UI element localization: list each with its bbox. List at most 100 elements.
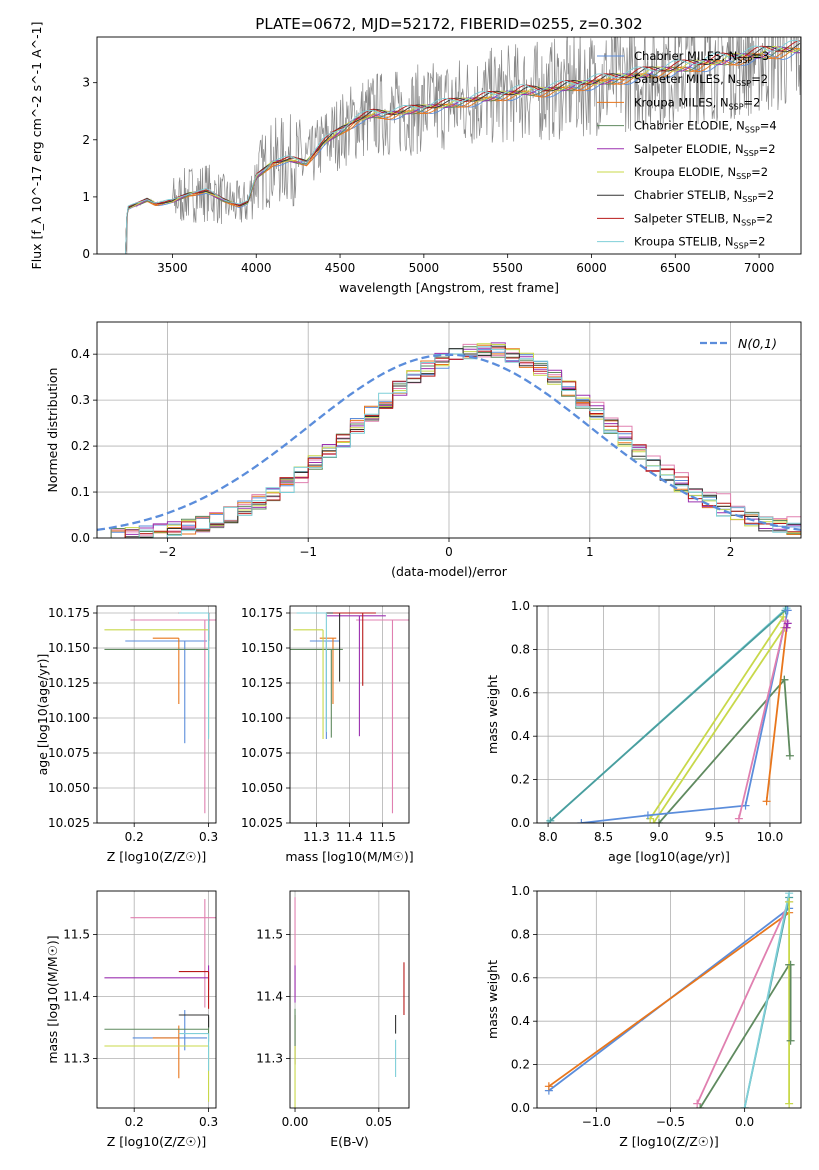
axes-frame	[536, 890, 802, 1109]
x-axis-label: mass [log10(M/M☉)]	[285, 849, 413, 864]
x-axis-label: wavelength [Angstrom, rest frame]	[339, 280, 559, 295]
y-tick-label: 10.100	[241, 711, 283, 725]
x-tick-label: 5500	[492, 261, 523, 275]
x-tick-label: 11.5	[369, 830, 396, 844]
x-tick-label: 1	[586, 545, 594, 559]
age_vs_mass-markers	[290, 612, 409, 814]
x-tick-label: 11.4	[336, 830, 363, 844]
y-tick-label: 0.6	[511, 971, 530, 985]
mass-weight-line-green	[783, 679, 791, 756]
legend-subscript: SSP	[744, 149, 759, 158]
axes-frame	[96, 605, 217, 824]
y-tick-label: 11.4	[63, 989, 90, 1003]
y-tick-label: 0.6	[511, 686, 530, 700]
plus-marker	[693, 1099, 702, 1108]
legend-label-rest: =2	[759, 142, 776, 156]
axes-frame	[289, 605, 410, 824]
y-tick-label: 10.125	[48, 676, 90, 690]
spectrum-lines	[125, 37, 801, 254]
legend-subscript: SSP	[734, 242, 749, 251]
x-tick-label: 8.5	[594, 830, 613, 844]
model-line-0	[125, 49, 801, 254]
y-tick-label: 10.150	[48, 641, 90, 655]
legend-label: Kroupa STELIB, NSSP=2	[634, 235, 765, 251]
y-tick-label: 10.175	[241, 606, 283, 620]
mw_vs_age-panel: 8.0 8.5 9.0 9.5 10.0 0.0 0.2 0.4 0.6 0.8 1.0 age [l…	[485, 599, 802, 864]
plus-marker	[544, 1082, 553, 1091]
axes-frame	[289, 890, 410, 1109]
y-tick-label: 0.3	[71, 393, 90, 407]
axes-frame	[96, 890, 217, 1109]
x-tick-label: 4000	[241, 261, 272, 275]
legend-subscript: SSP	[729, 102, 744, 111]
legend-label: Chabrier STELIB, NSSP=2	[634, 188, 774, 204]
x-tick-label: 5000	[409, 261, 440, 275]
x-tick-label: −1.0	[582, 1115, 611, 1129]
mass-weight-line-green	[699, 964, 790, 1108]
y-tick-label: 10.125	[241, 676, 283, 690]
x-tick-label: 0.05	[365, 1115, 392, 1129]
axes-frame	[96, 36, 802, 255]
plus-marker	[734, 814, 743, 823]
x-axis-label: Z [log10(Z/Z☉)]	[619, 1134, 719, 1149]
plus-marker	[785, 897, 794, 906]
y-tick-label: 0.0	[511, 1101, 530, 1115]
x-axis-label: Z [log10(Z/Z☉)]	[107, 849, 207, 864]
plus-marker	[785, 891, 794, 898]
plus-marker	[643, 811, 652, 820]
legend-label-rest: =2	[751, 72, 768, 86]
plus-marker	[546, 816, 555, 823]
y-tick-label: 0.8	[511, 927, 530, 941]
legend-subscript: SSP	[742, 195, 757, 204]
figure-title: PLATE=0672, MJD=52172, FIBERID=0255, z=0…	[255, 15, 642, 33]
mass_vs_ebv-markers	[294, 897, 405, 1108]
plus-marker	[696, 1104, 705, 1108]
legend-label-rest: =2	[756, 211, 773, 225]
histogram-step-red	[124, 347, 801, 538]
y-axis-label: mass [log10(M/M☉)]	[45, 935, 60, 1063]
mass-weight-line-yellowgreen	[649, 616, 785, 820]
plus-marker	[786, 1036, 795, 1045]
y-axis-label: mass weight	[485, 960, 500, 1039]
x-tick-label: −0.5	[656, 1115, 685, 1129]
y-tick-label: 0.8	[511, 642, 530, 656]
x-tick-label: 0.3	[199, 830, 218, 844]
plus-marker	[783, 619, 792, 628]
legend-subscript: SSP	[745, 126, 760, 135]
mw_vs_age-lines	[544, 606, 794, 823]
x-axis-label: (data-model)/error	[391, 564, 508, 579]
y-tick-label: 0.0	[71, 531, 90, 545]
y-tick-label: 10.025	[241, 816, 283, 830]
gaussian-curve	[96, 353, 802, 532]
x-tick-label: 0.0	[735, 1115, 754, 1129]
y-tick-label: 0.4	[511, 729, 530, 743]
mass-weight-line-orange	[548, 911, 790, 1088]
legend-label: Salpeter MILES, NSSP=2	[634, 72, 768, 88]
y-tick-label: 11.5	[63, 927, 90, 941]
y-tick-label: 0.4	[511, 1014, 530, 1028]
plus-marker	[783, 606, 792, 615]
x-tick-label: −2	[159, 545, 177, 559]
y-tick-label: 10.075	[48, 746, 90, 760]
x-tick-label: 3500	[157, 261, 188, 275]
mass-weight-line-blue	[581, 610, 789, 823]
x-tick-label: 7000	[744, 261, 775, 275]
y-tick-label: 10.025	[48, 816, 90, 830]
x-tick-label: 0.3	[199, 1115, 218, 1129]
mw_vs_Z-lines	[544, 891, 795, 1108]
plus-marker	[762, 797, 771, 806]
legend-label: Chabrier ELODIE, NSSP=4	[634, 119, 777, 135]
mass-weight-line-yellowgreen	[652, 627, 786, 823]
age_vs_mass-panel: 11.3 11.4 11.5 10.025 10.050 10.075 10.100 10.1…	[241, 605, 414, 864]
legend-label: Kroupa ELODIE, NSSP=2	[634, 165, 768, 181]
y-tick-label: 0	[82, 247, 90, 261]
legend-label-rest: =4	[760, 119, 777, 133]
mass_vs_ebv-panel: 0.00 0.05 11.3 11.4 11.5 E(B-V)	[256, 890, 410, 1149]
x-axis-label: age [log10(age/yr)]	[608, 849, 730, 864]
x-tick-label: 2	[727, 545, 735, 559]
x-tick-label: 8.0	[539, 830, 558, 844]
x-tick-label: 4500	[325, 261, 356, 275]
legend-subscript: SSP	[741, 218, 756, 227]
x-tick-label: 0.2	[125, 830, 144, 844]
